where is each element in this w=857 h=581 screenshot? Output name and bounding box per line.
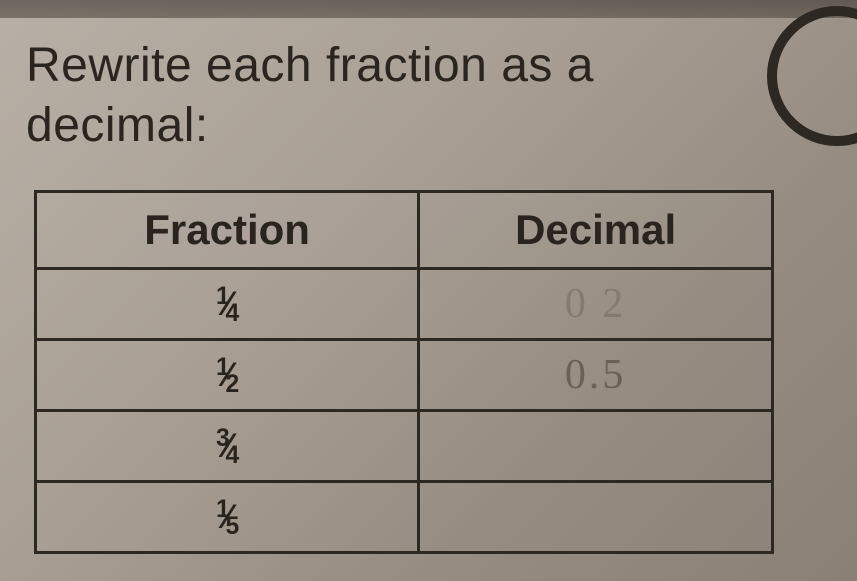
header-fraction: Fraction [36, 192, 419, 269]
page-top-border [0, 0, 857, 18]
decimal-cell[interactable]: 0.5 [419, 340, 773, 411]
instruction-text: Rewrite each fraction as a decimal: [26, 36, 831, 156]
decimal-cell[interactable]: 0 2 [419, 269, 773, 340]
worksheet-content: Rewrite each fraction as a decimal: Frac… [0, 18, 857, 554]
table-header-row: Fraction Decimal [36, 192, 773, 269]
fraction-1-2: 1⁄2 [216, 355, 238, 398]
table-row: 1⁄4 0 2 [36, 269, 773, 340]
fraction-table-wrap: Fraction Decimal 1⁄4 0 2 1⁄2 [34, 190, 774, 554]
decimal-cell[interactable] [419, 411, 773, 482]
fraction-3-4: 3⁄4 [216, 426, 238, 469]
table-row: 1⁄2 0.5 [36, 340, 773, 411]
fraction-decimal-table: Fraction Decimal 1⁄4 0 2 1⁄2 [34, 190, 774, 554]
fraction-cell: 3⁄4 [36, 411, 419, 482]
header-decimal: Decimal [419, 192, 773, 269]
table-row: 3⁄4 [36, 411, 773, 482]
fraction-1-5: 1⁄5 [216, 497, 238, 540]
fraction-cell: 1⁄2 [36, 340, 419, 411]
fraction-cell: 1⁄5 [36, 482, 419, 553]
fraction-cell: 1⁄4 [36, 269, 419, 340]
instruction-line-1: Rewrite each fraction as a [26, 39, 594, 92]
table-row: 1⁄5 [36, 482, 773, 553]
fraction-1-4: 1⁄4 [216, 284, 238, 327]
decimal-cell[interactable] [419, 482, 773, 553]
instruction-line-2: decimal: [26, 99, 209, 152]
